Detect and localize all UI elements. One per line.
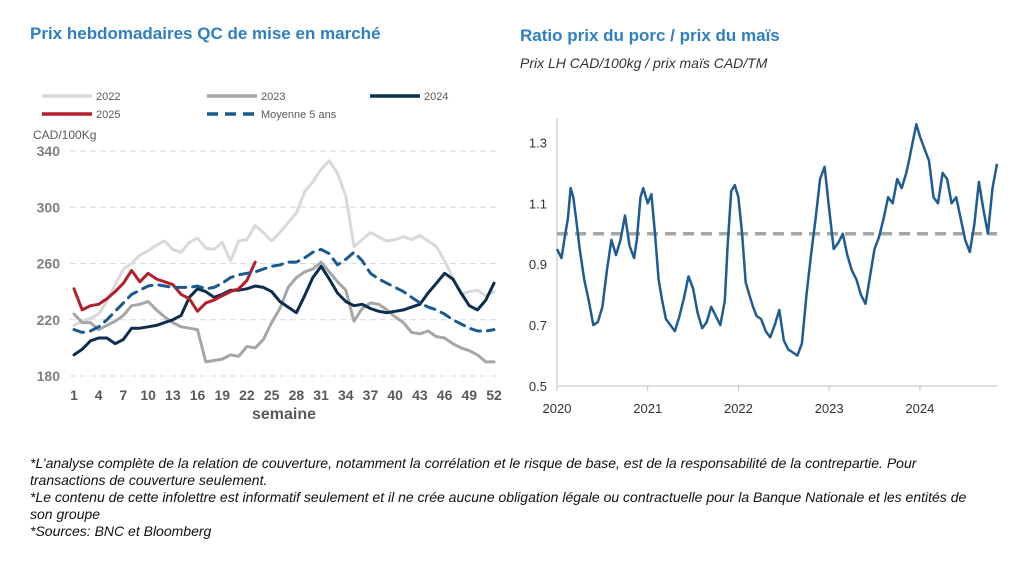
footnotes: *L’analyse complète de la relation de co… <box>30 455 990 540</box>
left-x-tick-label: 40 <box>387 387 403 403</box>
right-y-tick-label: 0.7 <box>529 318 547 333</box>
left-x-tick-label: 43 <box>412 387 428 403</box>
left-x-axis-label: semaine <box>252 406 316 423</box>
right-y-tick-label: 1.1 <box>529 196 547 211</box>
left-x-tick-label: 1 <box>70 387 78 403</box>
left-x-tick-label: 13 <box>165 387 181 403</box>
left-legend-label: 2023 <box>261 91 285 103</box>
footnote-1: *L’analyse complète de la relation de co… <box>30 455 917 488</box>
left-legend-label: 2024 <box>424 91 448 103</box>
right-chart-title: Ratio prix du porc / prix du maïs <box>520 26 780 45</box>
left-series-line-moyenne-5-ans <box>72 247 496 334</box>
left-y-tick-label: 300 <box>37 199 61 215</box>
left-series-line-2024 <box>72 264 496 357</box>
left-y-tick-label: 340 <box>37 143 61 159</box>
left-legend-label: 2025 <box>96 109 120 121</box>
left-x-tick-label: 19 <box>214 387 230 403</box>
left-series-line-2025 <box>72 260 257 313</box>
left-y-axis-label: CAD/100Kg <box>33 128 96 142</box>
left-y-tick-label: 260 <box>37 256 61 272</box>
left-x-tick-label: 10 <box>140 387 156 403</box>
left-legend-label: Moyenne 5 ans <box>261 109 337 121</box>
right-x-tick-label: 2020 <box>543 401 572 416</box>
left-x-tick-label: 46 <box>437 387 453 403</box>
footnote-2: *Le contenu de cette infolettre est info… <box>30 489 967 522</box>
right-chart-subtitle: Prix LH CAD/100kg / prix maïs CAD/TM <box>520 55 768 71</box>
footnote-3: *Sources: BNC et Bloomberg <box>30 523 212 539</box>
left-x-tick-label: 49 <box>462 387 478 403</box>
right-y-tick-label: 0.5 <box>529 379 547 394</box>
left-series-line-2023 <box>72 260 496 364</box>
left-legend-label: 2022 <box>96 91 120 103</box>
left-x-tick-label: 31 <box>313 387 329 403</box>
right-y-tick-label: 1.3 <box>529 135 547 150</box>
left-x-tick-label: 37 <box>363 387 379 403</box>
left-y-tick-label: 180 <box>37 368 61 384</box>
left-x-tick-label: 28 <box>289 387 305 403</box>
left-y-tick-label: 220 <box>37 312 61 328</box>
right-x-tick-label: 2024 <box>905 401 934 416</box>
left-x-tick-label: 22 <box>239 387 255 403</box>
right-y-tick-label: 0.9 <box>529 257 547 272</box>
right-x-tick-label: 2021 <box>633 401 662 416</box>
right-x-tick-label: 2023 <box>815 401 844 416</box>
left-x-tick-label: 7 <box>120 387 128 403</box>
left-x-tick-label: 52 <box>486 387 502 403</box>
right-x-tick-label: 2022 <box>724 401 753 416</box>
left-series-line-2022 <box>72 159 496 327</box>
left-chart-title: Prix hebdomadaires QC de mise en marché <box>30 24 381 43</box>
left-x-tick-label: 16 <box>190 387 206 403</box>
left-x-tick-label: 4 <box>95 387 103 403</box>
left-x-tick-label: 25 <box>264 387 280 403</box>
left-x-tick-label: 34 <box>338 387 354 403</box>
right-series-line-ratio <box>555 122 999 357</box>
